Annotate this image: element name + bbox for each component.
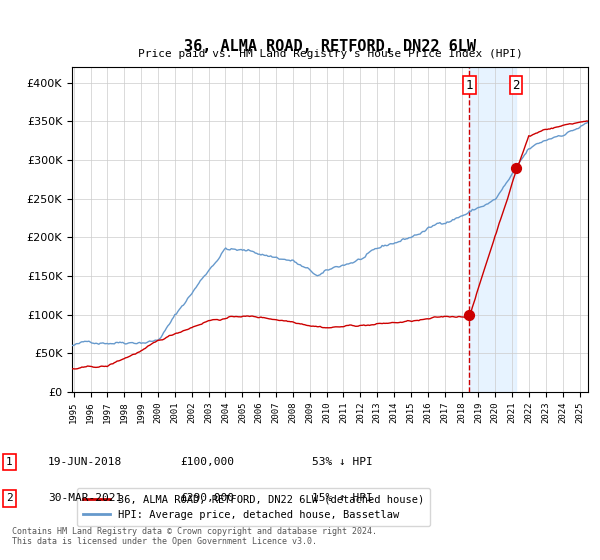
Bar [469,67,516,392]
Text: 2: 2 [6,493,13,503]
Text: 2: 2 [512,78,520,92]
Title: 36, ALMA ROAD, RETFORD, DN22 6LW: 36, ALMA ROAD, RETFORD, DN22 6LW [184,39,476,54]
Text: Contains HM Land Registry data © Crown copyright and database right 2024.
This d: Contains HM Land Registry data © Crown c… [12,526,377,546]
Text: 1: 1 [6,457,13,467]
Text: £290,000: £290,000 [180,493,234,503]
Point [464,310,474,319]
Text: £100,000: £100,000 [180,457,234,467]
Text: 15% ↑ HPI: 15% ↑ HPI [312,493,373,503]
Text: Price paid vs. HM Land Registry's House Price Index (HPI): Price paid vs. HM Land Registry's House … [137,49,523,59]
Text: 30-MAR-2021: 30-MAR-2021 [48,493,122,503]
Text: 19-JUN-2018: 19-JUN-2018 [48,457,122,467]
Point [511,164,521,172]
Text: 53% ↓ HPI: 53% ↓ HPI [312,457,373,467]
Legend: 36, ALMA ROAD, RETFORD, DN22 6LW (detached house), HPI: Average price, detached : 36, ALMA ROAD, RETFORD, DN22 6LW (detach… [77,488,430,526]
Text: 1: 1 [466,78,473,92]
